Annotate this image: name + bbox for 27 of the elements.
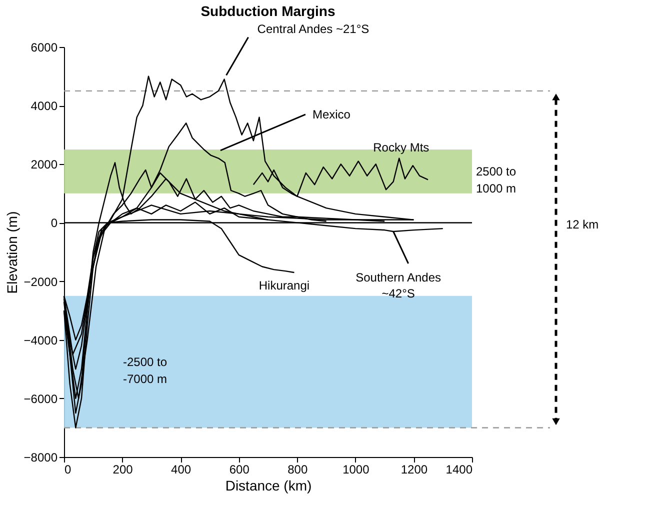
x-tick-label: 0: [64, 462, 72, 476]
annotation: Southern Andes ~42°S: [356, 270, 442, 300]
band-label: 2500 to 1000 m: [476, 164, 516, 196]
annotation: Central Andes ~21°S: [257, 22, 370, 36]
x-tick-label: 800: [288, 462, 308, 476]
y-tick-label: −4000: [24, 333, 58, 348]
band-label: -2500 to -7000 m: [123, 354, 168, 386]
y-tick-label: −8000: [24, 450, 58, 464]
y-tick-label: −6000: [24, 392, 58, 406]
y-tick-label: 6000: [30, 40, 58, 54]
x-tick-label: 1200: [400, 462, 428, 476]
annotation: Hikurangi: [258, 278, 310, 292]
x-tick-label: 1400: [446, 462, 473, 476]
x-tick-label: 200: [112, 462, 134, 476]
x-tick-label: 400: [171, 462, 192, 476]
y-tick-label: 0: [50, 216, 58, 230]
chart-title: Subduction Margins: [200, 3, 336, 20]
annotation: Rocky Mts: [373, 140, 430, 154]
y-tick-label: −2000: [24, 274, 58, 289]
x-tick-label: 1000: [342, 462, 370, 476]
y-tick-label: 2000: [30, 158, 58, 172]
x-tick-label: 600: [229, 462, 250, 476]
y-axis-title: Elevation (m): [4, 211, 20, 294]
x-axis-title: Distance (km): [225, 478, 312, 494]
annotation: Mexico: [312, 107, 351, 122]
y-tick-label: 4000: [30, 99, 58, 114]
text: 12 km: [566, 217, 599, 232]
